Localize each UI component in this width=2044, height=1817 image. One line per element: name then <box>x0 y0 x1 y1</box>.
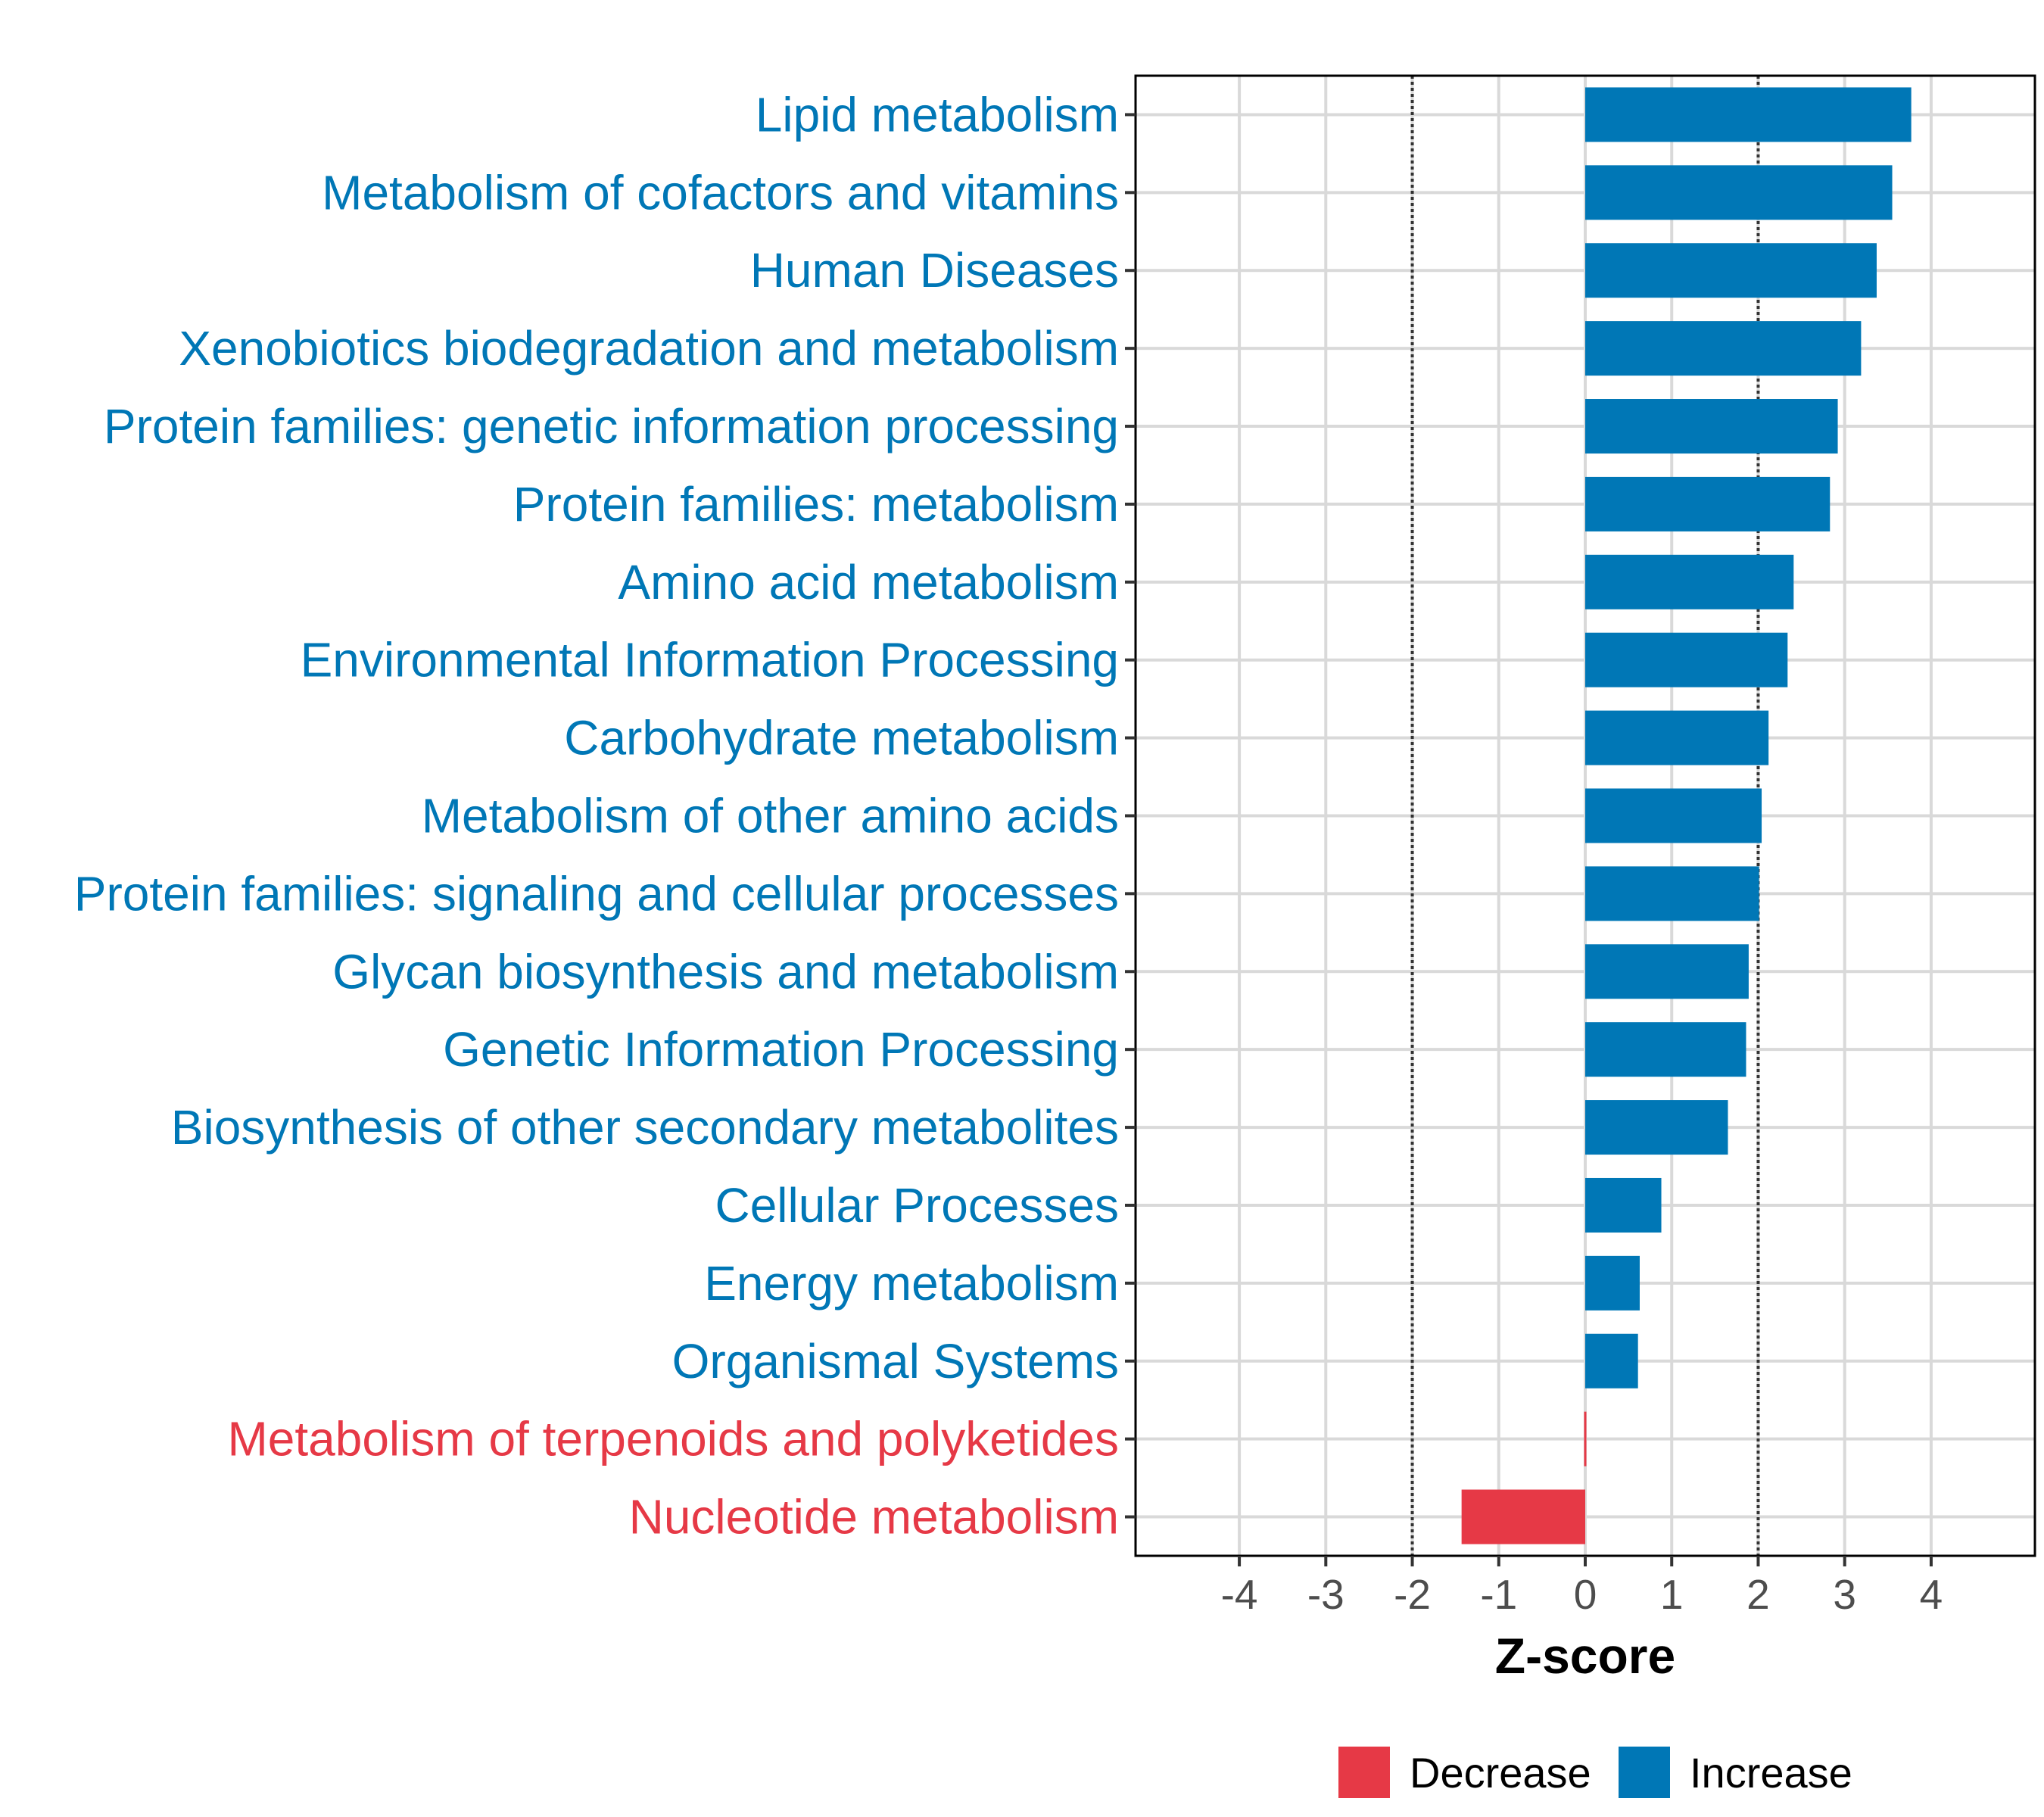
x-tick-label: -4 <box>1221 1571 1258 1618</box>
category-label: Cellular Processes <box>715 1178 1119 1233</box>
category-label: Protein families: signaling and cellular… <box>74 866 1119 921</box>
category-label: Organismal Systems <box>672 1334 1119 1388</box>
category-label: Lipid metabolism <box>756 87 1119 142</box>
category-label: Metabolism of cofactors and vitamins <box>322 165 1119 220</box>
bar <box>1585 87 1912 142</box>
x-axis-title: Z-score <box>1495 1628 1675 1684</box>
legend-label-decrease: Decrease <box>1410 1749 1591 1797</box>
bar <box>1461 1489 1585 1544</box>
x-tick-label: 0 <box>1574 1571 1597 1618</box>
legend-swatch-increase <box>1619 1747 1670 1798</box>
bar <box>1585 1177 1662 1233</box>
legend: Decrease Increase <box>1338 1747 1852 1798</box>
x-tick-label: -1 <box>1480 1571 1517 1618</box>
bar <box>1585 1333 1638 1388</box>
y-axis: Lipid metabolism Metabolism of cofactors … <box>74 87 1136 1544</box>
category-label: Glycan biosynthesis and metabolism <box>332 944 1119 999</box>
category-label: Amino acid metabolism <box>618 555 1119 609</box>
x-tick-label: 4 <box>1920 1571 1943 1618</box>
category-label: Metabolism of other amino acids <box>422 789 1119 843</box>
category-label: Protein families: genetic information pr… <box>104 399 1119 453</box>
x-tick-label: -2 <box>1394 1571 1431 1618</box>
bar <box>1585 1100 1728 1155</box>
bar <box>1585 554 1794 609</box>
bar <box>1584 1411 1587 1466</box>
bar <box>1585 788 1762 843</box>
bar <box>1585 476 1831 531</box>
category-label: Biosynthesis of other secondary metaboli… <box>171 1100 1119 1155</box>
bar <box>1585 1255 1640 1311</box>
x-axis: -4 -3 -2 -1 0 1 2 3 4 <box>1221 1556 1943 1618</box>
category-label: Xenobiotics biodegradation and metabolis… <box>179 321 1119 376</box>
category-label: Genetic Information Processing <box>443 1022 1119 1077</box>
x-tick-label: -3 <box>1307 1571 1344 1618</box>
x-tick-label: 2 <box>1746 1571 1770 1618</box>
category-label: Metabolism of terpenoids and polyketides <box>227 1412 1119 1466</box>
category-label: Human Diseases <box>750 243 1119 298</box>
bar <box>1585 321 1862 376</box>
bar <box>1585 866 1759 921</box>
category-label: Nucleotide metabolism <box>629 1490 1119 1544</box>
bar <box>1585 632 1788 687</box>
category-label: Energy metabolism <box>704 1256 1119 1311</box>
bar <box>1585 165 1893 220</box>
bars <box>1461 87 1912 1544</box>
bar <box>1585 1022 1746 1077</box>
legend-label-increase: Increase <box>1690 1749 1852 1797</box>
category-label: Protein families: metabolism <box>513 477 1119 531</box>
x-tick-label: 1 <box>1660 1571 1684 1618</box>
bar <box>1585 243 1877 298</box>
category-label: Environmental Information Processing <box>301 633 1119 687</box>
bar <box>1585 399 1838 454</box>
category-label: Carbohydrate metabolism <box>564 711 1119 765</box>
legend-swatch-decrease <box>1338 1747 1390 1798</box>
x-tick-label: 3 <box>1833 1571 1856 1618</box>
bar <box>1585 944 1749 999</box>
bar <box>1585 710 1769 765</box>
